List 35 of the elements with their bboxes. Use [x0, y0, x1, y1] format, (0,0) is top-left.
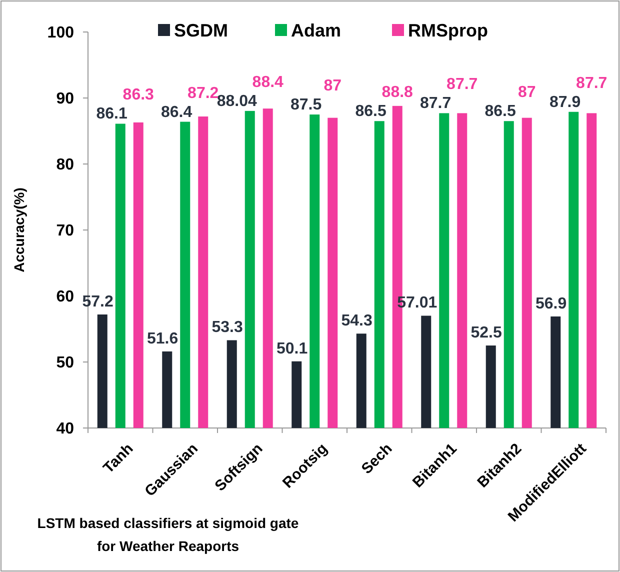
legend-label: SGDM	[174, 20, 228, 40]
data-label: 86.5	[484, 103, 516, 120]
data-label: 87.7	[420, 95, 452, 112]
y-tick-label: 90	[56, 90, 74, 108]
legend-label: RMSprop	[408, 20, 488, 40]
data-label: 50.1	[276, 340, 308, 358]
data-label: 87	[518, 84, 536, 102]
data-label: 87.9	[549, 94, 581, 111]
y-tick-label: 80	[56, 156, 74, 174]
data-label: 88.04	[216, 92, 257, 110]
data-label: 52.5	[470, 324, 502, 342]
data-label: 88.8	[382, 84, 414, 102]
data-label: 86.5	[355, 103, 386, 120]
x-axis-title: LSTM based classifiers at sigmoid gate for Weather Reaports	[37, 515, 299, 554]
data-label: 86.4	[160, 104, 192, 121]
data-label: 54.3	[341, 312, 372, 330]
data-label: 86.1	[96, 106, 128, 123]
data-label: 51.6	[146, 330, 178, 348]
data-label: 56.9	[535, 295, 567, 312]
data-label: 88.4	[252, 74, 284, 91]
data-label: 87.7	[576, 74, 608, 92]
y-tick-label: 50	[56, 354, 74, 372]
data-label: 87.2	[188, 84, 219, 102]
data-label: 87.7	[446, 76, 478, 94]
y-tick-label: 70	[56, 222, 74, 240]
y-tick-label: 100	[47, 24, 74, 42]
y-tick-label: 60	[56, 288, 74, 306]
y-tick-label: 40	[56, 420, 74, 438]
data-label: 57.2	[82, 293, 114, 310]
data-label: 53.3	[212, 319, 243, 336]
y-axis-title: Accuracy(%)	[11, 188, 27, 272]
data-label: 86.3	[122, 86, 154, 104]
data-label: 87	[324, 78, 342, 94]
data-label: 87.5	[290, 96, 322, 114]
legend-label: Adam	[291, 20, 342, 40]
